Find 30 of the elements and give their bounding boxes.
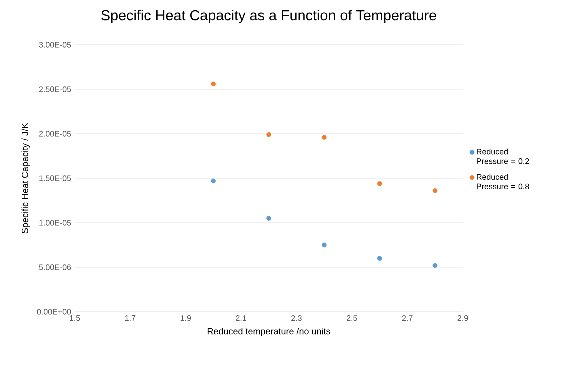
legend-label: Reduced Pressure = 0.2 bbox=[477, 148, 530, 164]
x-tick-label: 1.5 bbox=[70, 316, 80, 322]
y-tick-label: 2.50E-05 bbox=[39, 86, 72, 92]
chart-title: Specific Heat Capacity as a Function of Temperature bbox=[102, 10, 436, 24]
point bbox=[266, 216, 272, 221]
y-tick-label: 2.00E-05 bbox=[39, 131, 72, 137]
x-tick-label: 2.5 bbox=[346, 316, 358, 322]
point bbox=[322, 242, 327, 248]
x-tick-label: 2.9 bbox=[458, 316, 468, 322]
y-tick-label: 0.00E+00 bbox=[37, 309, 72, 315]
point bbox=[322, 135, 327, 140]
x-axis-title: Reduced temperature /no units bbox=[208, 328, 330, 336]
point bbox=[432, 188, 438, 194]
x-tick-label: 2.7 bbox=[402, 316, 413, 322]
point bbox=[266, 132, 272, 138]
point bbox=[377, 256, 382, 261]
point bbox=[211, 178, 216, 184]
x-tick-label: 1.9 bbox=[180, 316, 192, 322]
point bbox=[432, 263, 438, 268]
y-tick-label: 3.00E-05 bbox=[39, 42, 72, 48]
y-tick-label: 1.50E-05 bbox=[40, 176, 72, 182]
y-axis-title: Specific Heat Capacity / J/K bbox=[22, 123, 30, 234]
point bbox=[211, 82, 216, 87]
point bbox=[377, 181, 382, 186]
x-tick-label: 2.3 bbox=[292, 316, 302, 322]
x-tick-label: 2.1 bbox=[236, 316, 246, 322]
y-tick-label: 5.00E-06 bbox=[39, 264, 72, 270]
legend-label: Reduced Pressure = 0.8 bbox=[477, 174, 530, 190]
x-tick-label: 1.7 bbox=[125, 316, 136, 322]
y-tick-label: 1.00E-05 bbox=[40, 220, 72, 226]
